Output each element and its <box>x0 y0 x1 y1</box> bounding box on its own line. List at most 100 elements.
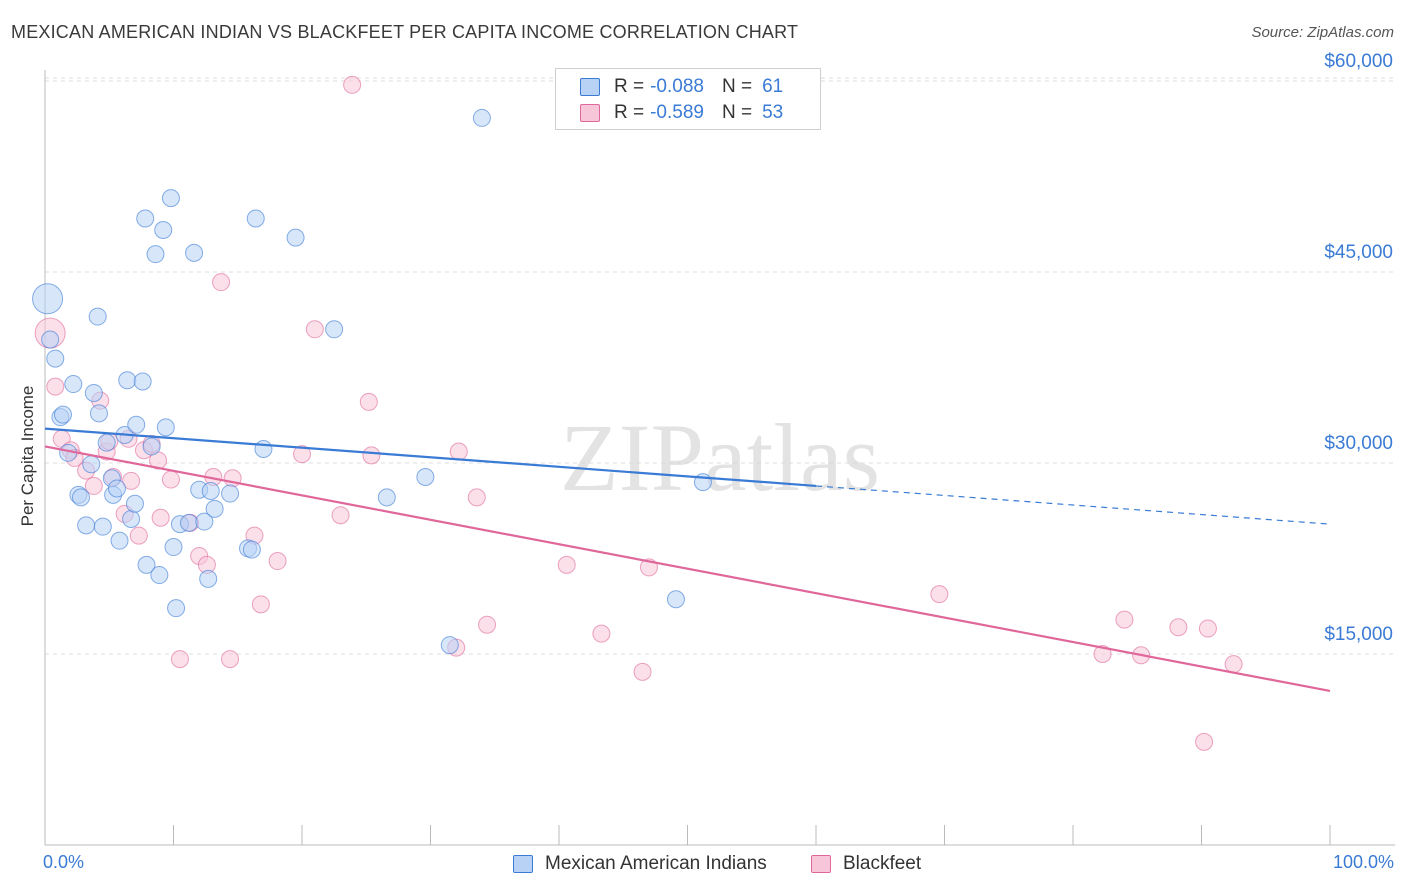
mexican-american-indians-point <box>71 488 90 507</box>
legend-r-value: -0.589 <box>650 102 704 123</box>
mexican-american-indians-point <box>142 437 161 456</box>
y-tick-labels: $15,000 $30,000 $45,000 $60,000 <box>1324 51 1393 645</box>
mexican-american-indians-point <box>416 468 435 487</box>
blackfeet-point <box>151 508 170 527</box>
blackfeet-point <box>1224 655 1243 674</box>
source-label: Source: ZipAtlas.com <box>1251 24 1394 41</box>
mexican-american-indians-point <box>179 513 198 532</box>
blackfeet-point <box>1093 645 1112 663</box>
blackfeet-point <box>449 442 468 461</box>
blackfeet-point <box>362 446 381 465</box>
mexican-american-indians-point <box>146 245 165 264</box>
mexican-american-indians-point <box>133 372 152 391</box>
mexican-american-indians-point <box>93 517 112 536</box>
blackfeet-point <box>170 650 189 669</box>
blackfeet-point <box>122 471 141 490</box>
legend-r-value: -0.088 <box>650 76 704 97</box>
legend-n-value: 53 <box>762 102 784 123</box>
mexican-american-indians-point <box>201 482 220 501</box>
mexican-american-indians-points <box>32 108 712 655</box>
mexican-american-indians-point <box>53 405 72 424</box>
y-tick-label: $45,000 <box>1324 242 1393 263</box>
legend-row-mexican-american-indians: R = -0.088 N = 61 <box>580 75 783 99</box>
y-axis-label: Per Capita Income <box>18 385 37 527</box>
blackfeet-point <box>930 585 949 604</box>
mexican-american-indians-point <box>286 228 305 247</box>
legend-item-mexican-american-indians: Mexican American Indians <box>513 851 767 877</box>
mexican-american-indians-point <box>110 531 129 550</box>
blackfeet-point <box>1195 732 1214 751</box>
mexican-american-indians-point <box>32 283 64 315</box>
blackfeet-point <box>46 377 65 396</box>
watermark: ZIPatlas <box>560 404 880 511</box>
mexican-american-indians-point <box>122 510 141 529</box>
mexican-american-indians-point <box>242 540 261 559</box>
legend-n-value: 61 <box>762 76 784 97</box>
mexican-american-indians-point <box>156 418 175 437</box>
blackfeet-point <box>592 624 611 643</box>
blackfeet-point <box>478 615 497 634</box>
legend-swatch-pink <box>811 855 831 873</box>
blackfeet-point <box>633 662 652 681</box>
chart-title: MEXICAN AMERICAN INDIAN VS BLACKFEET PER… <box>11 22 799 42</box>
mexican-american-indians-point <box>195 512 214 531</box>
legend-label: Blackfeet <box>843 853 922 874</box>
blackfeet-points <box>34 75 1243 751</box>
mexican-american-indians-point <box>472 108 491 127</box>
mexican-american-indians-point <box>221 484 240 503</box>
mexican-american-indians-point <box>125 494 144 513</box>
x-tick-label-min: 0.0% <box>43 852 85 872</box>
mexican-american-indians-point <box>88 307 107 326</box>
mexican-american-indians-point <box>77 516 96 535</box>
blackfeet-point <box>359 392 378 411</box>
mexican-american-indians-point <box>246 209 265 228</box>
blackfeet-point <box>467 488 486 507</box>
mexican-american-indians-point <box>205 499 224 518</box>
grid-lines <box>45 77 1395 655</box>
mexican-american-indians-point <box>377 488 396 507</box>
blackfeet-point <box>84 476 103 495</box>
blackfeet-trend <box>44 445 1331 693</box>
series-legend: Mexican American Indians Blackfeet <box>0 851 1406 877</box>
mexican-american-indians-point <box>666 590 685 609</box>
legend-r-label: R = <box>614 76 645 97</box>
blackfeet-point <box>268 552 287 571</box>
mexican-american-indians-point <box>161 189 180 208</box>
blackfeet-point <box>1169 618 1188 637</box>
mexican-american-indians-point <box>127 415 146 434</box>
blackfeet-point <box>1115 610 1134 629</box>
blackfeet-point <box>293 445 311 464</box>
legend-n-label: N = <box>721 76 753 97</box>
y-tick-label: $30,000 <box>1324 433 1393 454</box>
mexican-american-indians-point <box>325 320 344 339</box>
blackfeet-point <box>129 526 148 545</box>
mexican-american-indians-point <box>46 349 65 368</box>
mexican-american-indians-point <box>64 375 83 394</box>
x-tick-label-max: 100.0% <box>1332 852 1394 872</box>
blackfeet-point <box>212 273 231 292</box>
mexican-american-indians-point <box>89 404 108 423</box>
blackfeet-point <box>557 555 576 574</box>
mexican-american-indians-point <box>440 636 459 655</box>
legend-row-blackfeet: R = -0.589 N = 53 <box>580 101 783 125</box>
legend-n-label: N = <box>721 102 753 123</box>
correlation-legend: R = -0.088 N = 61 R = -0.589 N = 53 <box>555 68 821 130</box>
mexican-american-indians-point <box>254 439 273 458</box>
blackfeet-point <box>251 595 270 614</box>
blackfeet-point <box>343 75 362 94</box>
y-tick-label: $60,000 <box>1324 51 1393 72</box>
blackfeet-point <box>305 320 324 339</box>
legend-item-blackfeet: Blackfeet <box>811 851 921 877</box>
mexican-american-indians-point <box>137 555 156 574</box>
blackfeet-point <box>1198 619 1217 638</box>
mexican-american-indians-point <box>154 220 173 239</box>
mexican-american-indians-point <box>164 538 183 557</box>
trend-lines <box>44 427 1331 693</box>
mexican-american-indians-point <box>199 569 218 588</box>
axes <box>44 70 1395 846</box>
legend-swatch-blue <box>580 78 600 96</box>
blackfeet-point <box>221 650 240 669</box>
mexican-american-indians-point <box>97 433 116 452</box>
blackfeet-point <box>331 506 350 525</box>
